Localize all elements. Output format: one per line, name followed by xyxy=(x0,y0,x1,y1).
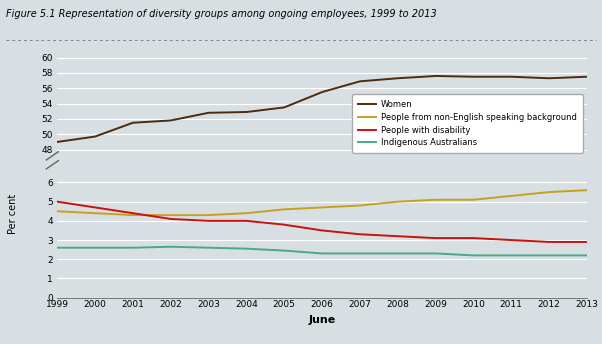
Text: Per cent: Per cent xyxy=(8,194,18,234)
Legend: Women, People from non-English speaking background, People with disability, Indi: Women, People from non-English speaking … xyxy=(352,94,583,153)
Text: Figure 5.1 Representation of diversity groups among ongoing employees, 1999 to 2: Figure 5.1 Representation of diversity g… xyxy=(6,9,437,19)
X-axis label: June: June xyxy=(308,315,336,325)
